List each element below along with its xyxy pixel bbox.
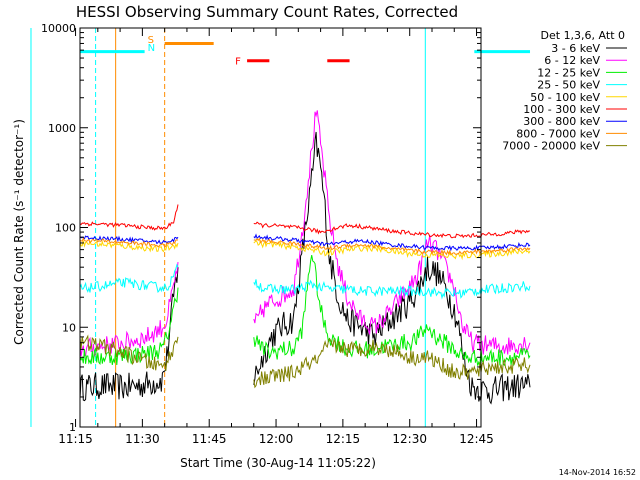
legend-header: Det 1,3,6, Att 0 [541,29,625,42]
series-line-0-1 [253,131,531,405]
legend-label-5: 100 - 300 keV [523,103,600,116]
state-bar-label-3: F [235,57,241,68]
x-tick-label-5: 12:30 [392,432,427,446]
x-tick-label-4: 12:15 [326,432,361,446]
series-line-7-0 [80,237,178,248]
state-marker-1: N [148,43,155,54]
y-tick-label-2: 100 [55,222,76,235]
series-8 [79,334,531,389]
series-line-6-0 [79,235,179,245]
y-tick-label-0: 1 [69,421,76,434]
x-tick-label-6: 12:45 [459,432,494,446]
x-tick-label-0: 11:15 [58,432,93,446]
series-line-0-0 [79,267,179,402]
legend-label-7: 800 - 7000 keV [516,127,600,140]
series-line-3-0 [79,263,179,293]
series-line-4-0 [79,239,179,253]
series-5 [79,204,531,239]
chart-title: HESSI Observing Summary Count Rates, Cor… [76,3,458,21]
series-4 [79,239,531,261]
legend-label-3: 25 - 50 keV [537,79,600,92]
series-line-3-1 [253,279,531,300]
legend-label-1: 6 - 12 keV [544,54,600,67]
series-line-8-1 [253,337,531,389]
series-3 [79,263,531,300]
legend-label-8: 7000 - 20000 keV [502,140,600,153]
y-tick-label-1: 10 [62,321,76,334]
series-line-8-0 [79,334,179,372]
series-6 [79,233,531,252]
x-tick-label-3: 12:00 [259,432,294,446]
series-line-7-1 [253,237,531,256]
series-line-4-1 [253,239,531,261]
legend-label-6: 300 - 800 keV [523,115,600,128]
series-line-1-1 [253,110,531,355]
series-line-2-1 [253,255,531,367]
plot-area: F SN [30,28,531,427]
legend-label-0: 3 - 6 keV [551,42,600,55]
legend-label-2: 12 - 25 keV [537,66,600,79]
y-axis-label: Corrected Count Rate (s⁻¹ detector⁻¹) [12,119,26,345]
series-0 [79,131,531,405]
legend-label-4: 50 - 100 keV [530,91,600,104]
x-tick-label-1: 11:30 [125,432,160,446]
y-tick-label-3: 1000 [48,122,76,135]
x-tick-label-2: 11:45 [192,432,227,446]
series-line-5-0 [79,204,179,231]
series-7 [80,237,531,256]
y-tick-label-4: 10000 [41,22,76,35]
state-marker-0: S [148,35,154,46]
footer-timestamp: 14-Nov-2014 16:52 [559,468,636,477]
axes: 1 10 100 1000 10000 11:15 11:30 11:45 12:00 12:15… [41,22,494,446]
x-axis-label: Start Time (30-Aug-14 11:05:22) [180,456,376,470]
series-line-6-1 [253,233,531,252]
series-line-5-1 [253,221,531,239]
